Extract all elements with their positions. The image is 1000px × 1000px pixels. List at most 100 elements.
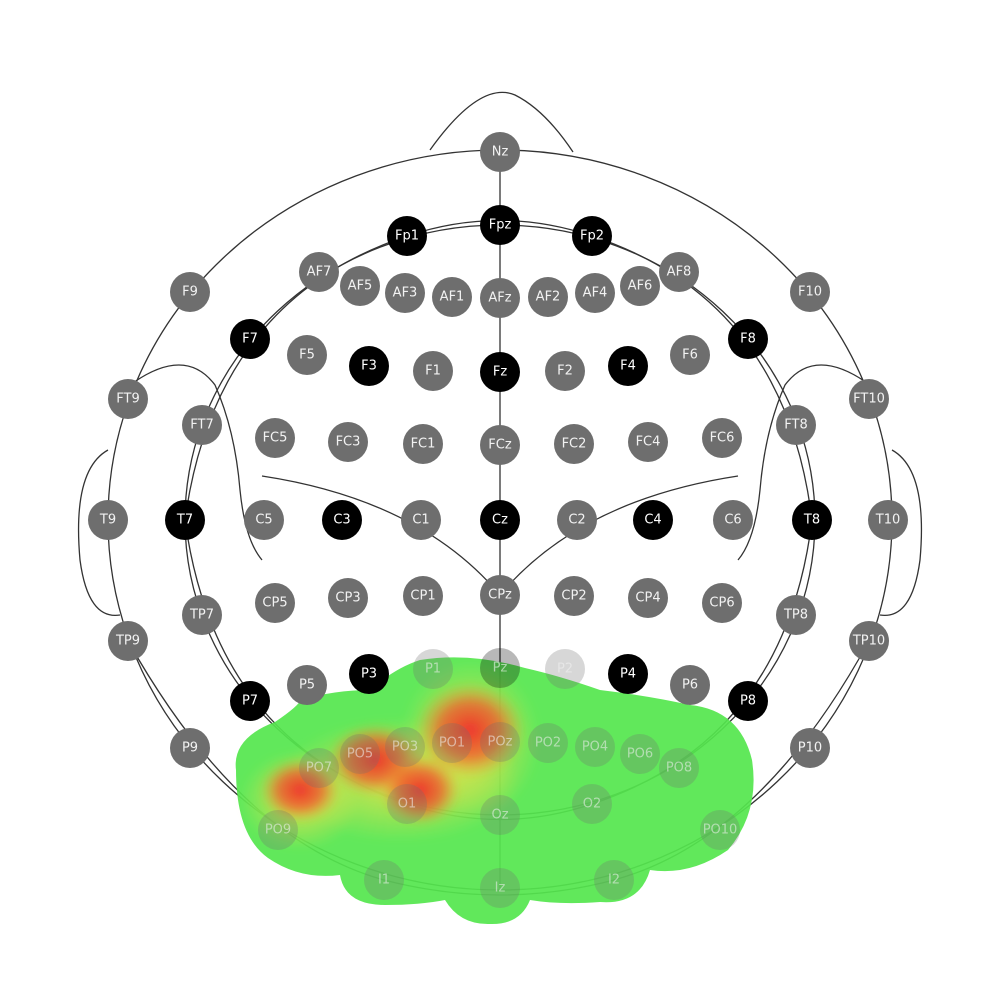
electrode-dot (575, 273, 615, 313)
electrode-f8: F8 (728, 319, 768, 359)
electrode-dot (480, 278, 520, 318)
electrode-po2: PO2 (528, 723, 568, 763)
electrode-p9: P9 (170, 728, 210, 768)
electrode-f2: F2 (545, 351, 585, 391)
electrode-dot (387, 216, 427, 256)
electrode-dot (108, 621, 148, 661)
electrode-dot (776, 405, 816, 445)
electrode-label: T9 (99, 513, 116, 528)
electrode-dot (328, 578, 368, 618)
electrode-fc1: FC1 (403, 424, 443, 464)
electrode-dot (608, 346, 648, 386)
electrode-label: AF4 (583, 286, 608, 301)
electrode-c1: C1 (401, 500, 441, 540)
electrode-label: F7 (242, 332, 258, 347)
electrode-dot (670, 665, 710, 705)
electrode-f1: F1 (413, 351, 453, 391)
electrode-dot (849, 621, 889, 661)
electrode-label: FT10 (853, 392, 885, 407)
electrode-dot (572, 784, 612, 824)
electrode-label: P5 (299, 678, 315, 693)
right-ear (879, 449, 923, 616)
electrode-po6: PO6 (620, 734, 660, 774)
electrode-label: P6 (682, 678, 698, 693)
electrode-dot (480, 132, 520, 172)
electrode-dot (728, 319, 768, 359)
electrode-fcz: FCz (480, 425, 520, 465)
electrode-dot (182, 595, 222, 635)
electrode-label: PO5 (347, 747, 373, 762)
right-central-branch (499, 475, 739, 596)
electrode-dot (557, 500, 597, 540)
electrode-af2: AF2 (528, 277, 568, 317)
electrode-label: FT9 (116, 392, 139, 407)
electrode-label: P9 (182, 741, 198, 756)
electrode-label: T8 (803, 513, 820, 528)
electrode-af8: AF8 (659, 252, 699, 292)
electrode-dot (480, 352, 520, 392)
electrode-dot (790, 272, 830, 312)
electrode-t7: T7 (165, 500, 205, 540)
electrode-dot (182, 405, 222, 445)
electrode-i2: I2 (594, 860, 634, 900)
electrode-ft10: FT10 (849, 379, 889, 419)
electrode-fc3: FC3 (328, 422, 368, 462)
electrode-f9: F9 (170, 272, 210, 312)
electrode-dot (230, 681, 270, 721)
electrode-f6: F6 (670, 335, 710, 375)
electrode-fc2: FC2 (554, 424, 594, 464)
electrode-dot (349, 654, 389, 694)
electrode-tp9: TP9 (108, 621, 148, 661)
electrode-po3: PO3 (385, 727, 425, 767)
electrode-dot (340, 734, 380, 774)
electrode-label: CP5 (262, 596, 287, 611)
electrode-dot (328, 422, 368, 462)
electrode-dot (413, 351, 453, 391)
electrode-dot (385, 727, 425, 767)
electrode-dot (554, 576, 594, 616)
nose-outline (429, 91, 574, 153)
electrode-fp2: Fp2 (572, 216, 612, 256)
electrode-dot (299, 252, 339, 292)
electrode-cp1: CP1 (403, 576, 443, 616)
electrode-label: F6 (682, 348, 698, 363)
electrode-p5: P5 (287, 665, 327, 705)
electrode-p1: P1 (413, 649, 453, 689)
electrode-dot (670, 335, 710, 375)
electrode-f7: F7 (230, 319, 270, 359)
electrode-cpz: CPz (480, 575, 520, 615)
electrode-label: CP1 (410, 589, 435, 604)
electrode-dot (403, 424, 443, 464)
electrode-label: F9 (182, 285, 198, 300)
electrode-label: CP2 (561, 589, 586, 604)
electrode-af4: AF4 (575, 273, 615, 313)
electrode-f3: F3 (349, 346, 389, 386)
electrode-fc5: FC5 (255, 418, 295, 458)
electrode-dot (287, 665, 327, 705)
electrode-label: AF1 (440, 290, 465, 305)
electrode-label: F5 (299, 348, 315, 363)
electrode-dot (255, 418, 295, 458)
electrode-label: PO9 (265, 823, 291, 838)
electrode-c6: C6 (713, 500, 753, 540)
electrode-f4: F4 (608, 346, 648, 386)
electrode-label: O1 (398, 797, 417, 812)
electrode-af6: AF6 (620, 266, 660, 306)
electrode-i1: I1 (364, 860, 404, 900)
electrode-p8: P8 (728, 681, 768, 721)
electrode-dot (633, 500, 673, 540)
electrode-label: AF7 (307, 265, 332, 280)
electrode-label: Fpz (489, 218, 512, 233)
electrode-layer: Nz Fp1 Fpz Fp2 AF7 AF5 AF3 AF1 AFz AF2 AF4 AF6 AF8 F9… (88, 132, 908, 908)
electrode-label: CP4 (635, 591, 660, 606)
electrode-dot (165, 500, 205, 540)
electrode-p3: P3 (349, 654, 389, 694)
electrode-label: FCz (488, 438, 512, 453)
electrode-af7: AF7 (299, 252, 339, 292)
electrode-label: F1 (425, 364, 441, 379)
electrode-cp4: CP4 (628, 578, 668, 618)
electrode-ft8: FT8 (776, 405, 816, 445)
electrode-label: AFz (488, 291, 511, 306)
electrode-label: O2 (583, 797, 602, 812)
electrode-cp3: CP3 (328, 578, 368, 618)
